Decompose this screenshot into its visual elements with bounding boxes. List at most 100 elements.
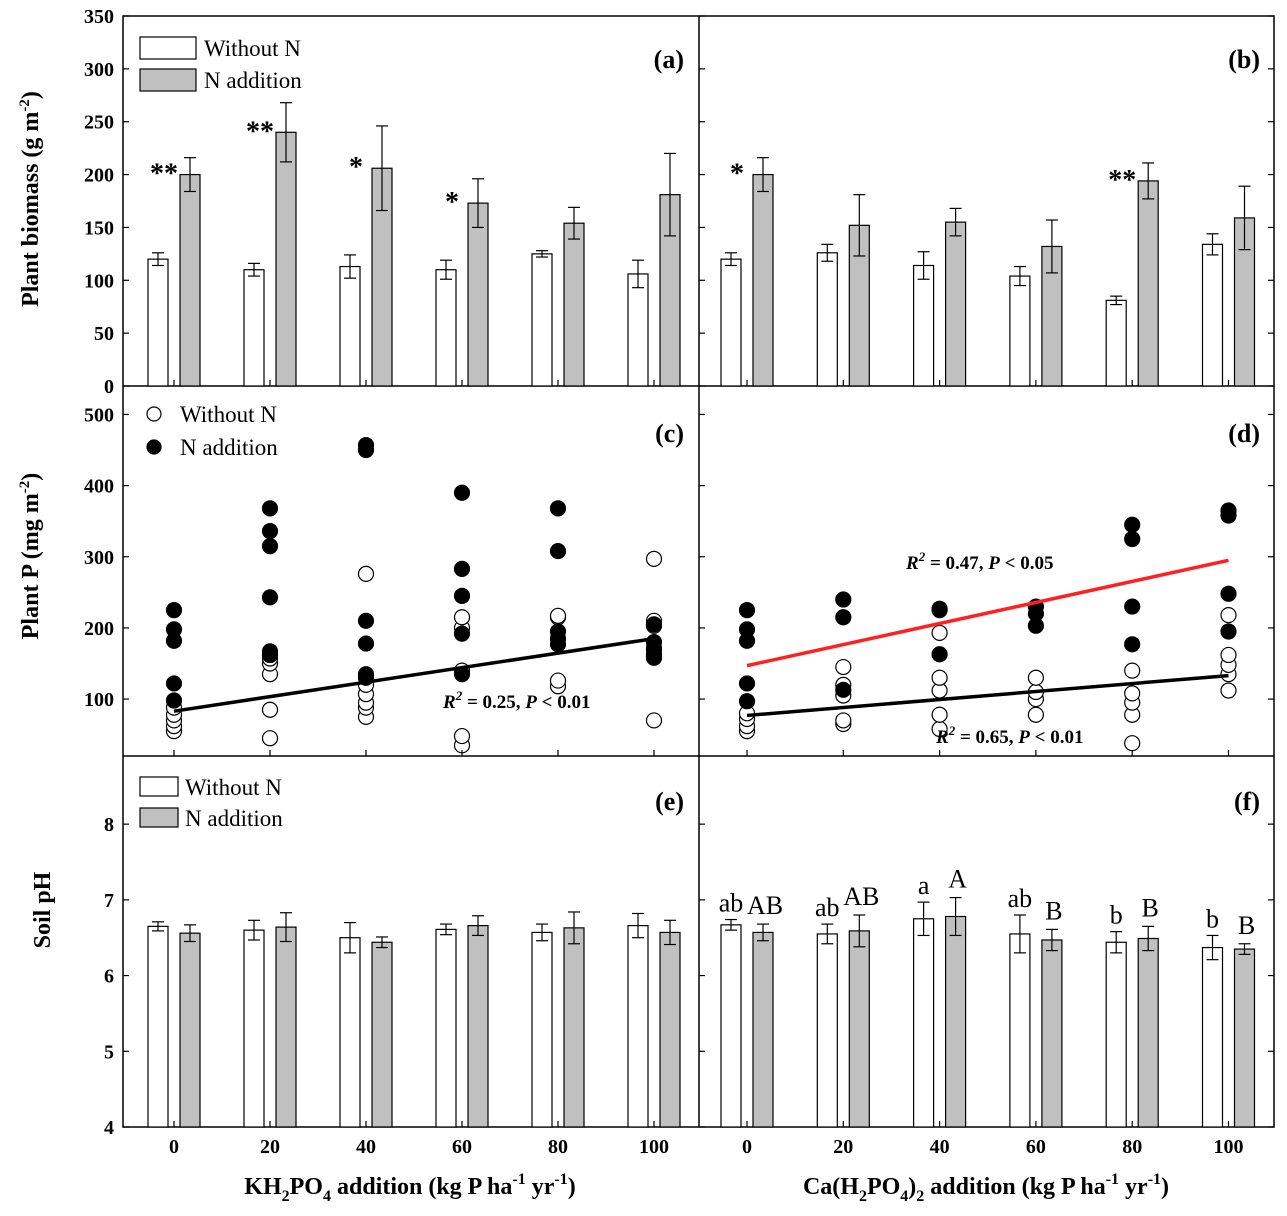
- bar-without-n: [1201, 946, 1224, 1128]
- stat-label-d-red: R2 = 0.47, P < 0.05: [905, 549, 1053, 574]
- panel-label-f: (f): [1234, 787, 1260, 816]
- y-axis-label-soil-ph: Soil pH: [30, 871, 56, 948]
- x-tick-label: 20: [833, 1136, 853, 1158]
- x-axis-label-left: KH2PO4 addition (kg P ha-1 yr-1): [244, 1171, 575, 1205]
- legend-c-n-addition-marker: [146, 439, 162, 455]
- legend-a-without-n-swatch: [139, 36, 197, 60]
- point-without-n: [931, 624, 948, 642]
- bar-without-n: [243, 269, 265, 387]
- bar-n-addition: [275, 926, 297, 1128]
- group-letter-without-n: ab: [719, 889, 744, 918]
- bar-without-n: [912, 264, 935, 387]
- group-letter-n-addition: B: [1142, 893, 1159, 922]
- panel-label-e: (e): [655, 787, 684, 816]
- significance-marker: *: [730, 159, 744, 190]
- legend-e-n-addition-swatch: [139, 807, 179, 828]
- bar-without-n: [147, 925, 169, 1128]
- point-n-addition: [357, 612, 375, 629]
- y-tick-label: 350: [84, 6, 114, 28]
- y-tick-label: 300: [84, 547, 114, 569]
- point-n-addition: [261, 500, 279, 517]
- panel-label-d: (d): [1228, 419, 1260, 448]
- point-n-addition: [549, 623, 567, 640]
- y-tick-label: 4: [104, 1117, 114, 1139]
- y-tick-label: 250: [84, 112, 114, 134]
- point-without-n: [835, 658, 852, 676]
- group-letter-n-addition: A: [948, 865, 967, 894]
- point-without-n: [931, 669, 948, 686]
- x-tick-label: 100: [1214, 1136, 1244, 1158]
- y-tick-label: 300: [84, 59, 114, 81]
- bar-without-n: [339, 265, 361, 387]
- point-n-addition: [261, 537, 279, 555]
- point-without-n: [1027, 706, 1045, 723]
- stat-label-c: R2 = 0.25, P < 0.01: [442, 688, 590, 713]
- bar-n-addition: [944, 915, 967, 1128]
- y-tick-label: 100: [84, 270, 114, 292]
- bar-without-n: [531, 253, 553, 387]
- y-tick-label: 0: [104, 376, 114, 398]
- legend-c-without-n-label: Without N: [180, 402, 277, 427]
- y-tick-label: 50: [94, 323, 114, 345]
- x-tick-label: 80: [548, 1136, 568, 1158]
- group-letter-without-n: ab: [815, 893, 840, 922]
- point-n-addition: [738, 693, 756, 710]
- y-tick-label: 7: [104, 890, 114, 912]
- y-axis-label-plant-p: Plant P (mg m-2): [17, 473, 44, 639]
- significance-marker: **: [150, 159, 178, 190]
- bar-without-n: [1105, 299, 1127, 387]
- legend-e: Without N N addition: [139, 775, 283, 831]
- panel-label-a: (a): [654, 45, 684, 74]
- x-tick-label: 20: [260, 1136, 280, 1158]
- point-n-addition: [645, 616, 663, 633]
- point-n-addition: [738, 675, 756, 692]
- y-tick-label: 150: [84, 217, 114, 239]
- point-n-addition: [1220, 585, 1237, 602]
- point-n-addition: [738, 602, 756, 619]
- group-letter-without-n: ab: [1008, 884, 1033, 913]
- fit-line-black: [173, 636, 655, 713]
- point-n-addition: [835, 591, 852, 608]
- bar-without-n: [816, 252, 838, 387]
- point-without-n: [261, 701, 279, 718]
- fit-line-red: [746, 558, 1229, 668]
- significance-marker: **: [1108, 165, 1136, 196]
- point-n-addition: [645, 634, 663, 651]
- significance-marker: **: [246, 116, 274, 147]
- point-n-addition: [931, 646, 948, 663]
- legend-a-n-addition-swatch: [139, 68, 197, 92]
- point-n-addition: [357, 436, 375, 454]
- panel-label-b: (b): [1228, 45, 1260, 74]
- group-letter-n-addition: B: [1238, 911, 1255, 940]
- panel-label-c: (c): [655, 419, 684, 448]
- point-without-n: [453, 609, 471, 626]
- point-n-addition: [1220, 623, 1237, 640]
- bar-n-addition: [1041, 939, 1063, 1128]
- x-tick-label: 60: [452, 1136, 472, 1158]
- legend-e-n-addition-label: N addition: [185, 806, 283, 831]
- point-n-addition: [165, 602, 183, 619]
- y-tick-label: 100: [84, 689, 114, 711]
- point-without-n: [1124, 685, 1141, 702]
- point-n-addition: [1124, 516, 1141, 533]
- point-without-n: [453, 727, 471, 745]
- x-tick-label: 0: [742, 1136, 752, 1158]
- point-without-n: [1220, 646, 1237, 664]
- point-without-n: [261, 730, 279, 747]
- bar-without-n: [243, 929, 265, 1128]
- group-letter-n-addition: AB: [843, 882, 879, 911]
- bar-n-addition: [752, 173, 774, 387]
- point-without-n: [835, 712, 852, 729]
- bar-n-addition: [467, 202, 489, 387]
- point-n-addition: [453, 560, 471, 577]
- axis-ticks: 0 20 40 60 80 100 0 20 40 60 80 100 0 50 100 150 200 250 3…: [84, 6, 1274, 1158]
- bar-without-n: [1009, 275, 1031, 387]
- point-n-addition: [931, 600, 948, 617]
- bar-without-n: [912, 918, 935, 1128]
- point-without-n: [1220, 682, 1237, 699]
- point-without-n: [931, 706, 948, 723]
- bar-without-n: [720, 258, 742, 387]
- bar-n-addition: [467, 924, 489, 1128]
